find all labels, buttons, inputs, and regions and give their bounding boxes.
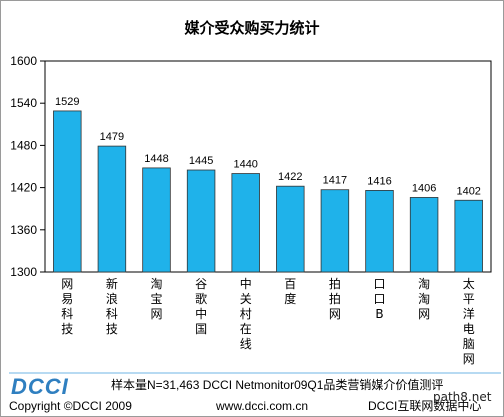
- bar: [53, 110, 82, 273]
- y-tick-label: 1600: [10, 54, 37, 68]
- x-category-label: 谷歌中国: [195, 277, 207, 336]
- bar: [409, 197, 439, 273]
- data-label: 1448: [144, 153, 168, 165]
- chart-title: 媒介受众购买力统计: [184, 19, 319, 37]
- bar: [142, 167, 171, 273]
- data-label: 1417: [323, 175, 347, 187]
- bar: [454, 199, 483, 273]
- data-center: DCCI互联网数据中心: [368, 398, 481, 413]
- x-category-label: 中关村在线: [240, 276, 252, 351]
- bar: [320, 189, 350, 273]
- x-category-label: 拍拍网: [329, 276, 341, 321]
- x-category-label: 淘宝网: [150, 277, 162, 321]
- data-label: 1445: [189, 155, 213, 167]
- copyright: Copyright ©DCCI 2009: [9, 399, 132, 413]
- bar: [97, 145, 127, 273]
- bar: [231, 173, 260, 273]
- x-category-label: 百度: [284, 277, 296, 306]
- watermark: path8.net: [433, 390, 492, 404]
- y-tick-label: 1300: [10, 265, 37, 279]
- x-category-label: 网易科技: [61, 277, 73, 336]
- website: www.dcci.com.cn: [215, 399, 308, 413]
- x-category-label: 口口 B: [373, 277, 385, 321]
- sample-note: 样本量N=31,463 DCCI Netmonitor09Q1品类营销媒介价值测…: [111, 377, 443, 392]
- data-label: 1402: [456, 185, 480, 197]
- y-tick-label: 1420: [10, 181, 37, 195]
- data-label: 1479: [100, 131, 124, 143]
- y-tick-label: 1540: [10, 96, 37, 110]
- dcci-logo: DCCI: [11, 374, 69, 399]
- x-category-label: 新浪科技: [106, 276, 118, 336]
- data-label: 1416: [367, 175, 391, 187]
- x-category-label: 淘淘网: [418, 277, 430, 321]
- data-label: 1529: [55, 96, 79, 108]
- data-label: 1422: [278, 171, 302, 183]
- y-tick-label: 1360: [10, 223, 37, 237]
- bar: [186, 169, 216, 273]
- y-tick-label: 1480: [10, 138, 37, 152]
- bar: [365, 190, 394, 273]
- bar: [276, 185, 305, 273]
- data-label: 1440: [233, 159, 257, 171]
- x-category-label: 太平洋电脑网: [463, 276, 475, 366]
- data-label: 1406: [412, 182, 436, 194]
